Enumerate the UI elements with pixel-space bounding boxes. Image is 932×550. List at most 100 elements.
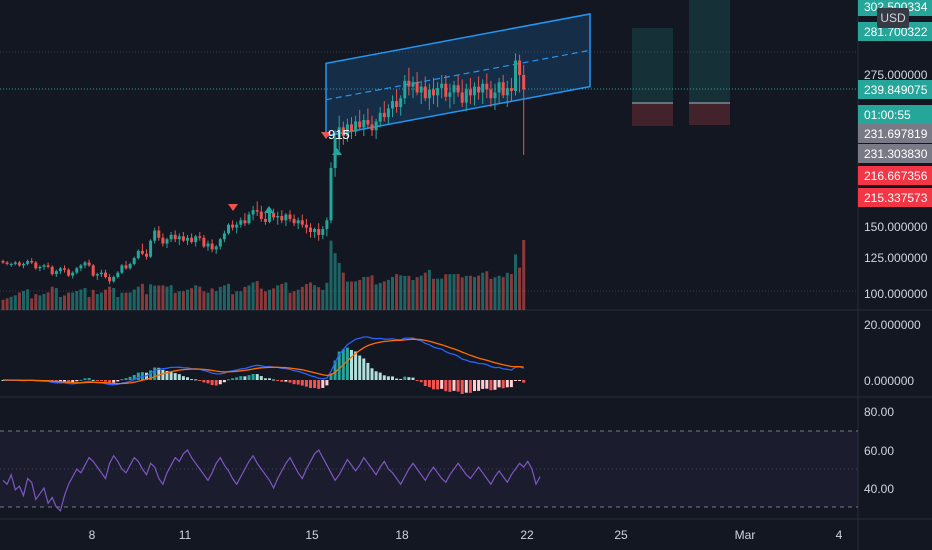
candle-body	[411, 82, 415, 87]
candle-body	[63, 268, 66, 270]
candle-body	[5, 262, 9, 264]
price-badge-label: 01:00:55	[864, 108, 911, 122]
price-badge-label: 216.667356	[864, 169, 928, 183]
volume-bar	[444, 274, 448, 310]
candle-body	[165, 239, 169, 244]
candle-body	[468, 89, 472, 96]
macd-histogram-bar	[255, 374, 259, 380]
candle-body	[9, 263, 13, 265]
macd-histogram-bar	[181, 376, 185, 380]
candle-body	[247, 214, 251, 224]
macd-histogram-bar	[378, 372, 382, 380]
macd-histogram-bar	[251, 374, 255, 380]
candle-body	[243, 220, 247, 224]
projection-boxes[interactable]	[632, 0, 730, 126]
volume-bar	[202, 291, 206, 310]
candle-body	[399, 98, 403, 107]
time-tick: 4	[836, 528, 843, 542]
volume-bar	[194, 285, 198, 310]
candle-body	[477, 86, 481, 93]
volume-bar	[386, 279, 390, 310]
candle-body	[95, 274, 99, 276]
macd-histogram-bar	[165, 370, 169, 380]
candle-body	[17, 262, 21, 266]
volume-bar	[378, 282, 382, 310]
candle-body	[181, 236, 185, 241]
macd-histogram-bar	[214, 380, 218, 386]
candle-body	[26, 261, 30, 264]
macd-histogram-bar	[501, 380, 505, 389]
macd-histogram-bar	[382, 375, 386, 380]
volume-bar	[104, 289, 107, 310]
price-badge-label: 231.303830	[864, 147, 928, 161]
time-tick: 15	[305, 528, 319, 542]
macd-histogram-bar	[247, 375, 251, 380]
macd-histogram-bar	[411, 377, 415, 380]
macd-histogram-bar	[259, 376, 263, 380]
candle-body	[87, 262, 91, 266]
macd-tick: 20.000000	[864, 318, 921, 332]
volume-bar	[313, 285, 317, 310]
macd-histogram-bar	[194, 379, 198, 381]
volume-bar	[300, 286, 304, 310]
price-tick: 150.000000	[864, 220, 928, 234]
candle-body	[304, 224, 308, 228]
candle-body	[448, 92, 452, 97]
macd-histogram-bar	[157, 367, 161, 380]
macd-histogram-bar	[218, 380, 222, 385]
time-tick: 8	[89, 528, 96, 542]
volume-bar	[9, 296, 13, 310]
time-tick: 11	[179, 528, 192, 542]
candle-body	[440, 83, 444, 89]
candle-body	[42, 265, 46, 267]
volume-bar	[251, 282, 255, 310]
volume-bar	[440, 278, 444, 310]
volume-bar	[186, 289, 189, 310]
candle-body	[284, 214, 288, 221]
macd-histogram-bar	[317, 380, 321, 389]
volume-bar	[350, 281, 353, 310]
volume-bar	[214, 291, 218, 310]
time-axis[interactable]: 8 11 15 18 22 25 Mar 4	[89, 528, 843, 542]
candle-body	[489, 89, 493, 99]
candle-body	[436, 88, 440, 96]
volume-bar	[358, 279, 362, 310]
buy-signal-icon	[264, 206, 274, 213]
candle-body	[91, 265, 95, 276]
macd-histogram-bar	[304, 380, 308, 387]
volume-bar	[481, 272, 485, 310]
candle-body	[481, 83, 485, 93]
candle-body	[255, 210, 259, 212]
price-tick: 100.000000	[864, 287, 928, 301]
volume-bar	[218, 286, 222, 310]
currency-label-box[interactable]: USD	[877, 8, 909, 28]
volume-bar	[309, 282, 312, 310]
macd-histogram-bar	[345, 347, 349, 380]
macd-histogram-bar	[116, 380, 120, 382]
candle-body	[239, 220, 243, 225]
candle-body	[366, 120, 370, 125]
price-badge-label: 281.700322	[864, 25, 928, 39]
volume-bar	[34, 294, 38, 310]
candle-body	[460, 92, 464, 103]
macd-histogram-bar	[149, 370, 153, 380]
macd-histogram-bar	[83, 378, 87, 380]
macd-histogram-bar	[432, 380, 435, 390]
candle-body	[30, 261, 34, 263]
volume-bar	[436, 278, 440, 310]
macd-histogram-bar	[235, 377, 239, 380]
buy-signal-icon	[332, 148, 342, 155]
macd-histogram-bar	[132, 374, 136, 380]
macd-line	[2, 336, 524, 386]
candle-body	[50, 266, 54, 275]
macd-histogram-bar	[276, 380, 280, 381]
macd-histogram-bar	[444, 380, 448, 392]
macd-histogram-bar	[493, 380, 497, 390]
volume-bar	[149, 284, 153, 310]
candle-body	[407, 80, 411, 87]
macd-histogram-bar	[489, 380, 493, 391]
price-badge: 281.700322	[858, 22, 932, 41]
macd-histogram-bar	[321, 380, 325, 388]
time-tick: 18	[395, 528, 409, 542]
